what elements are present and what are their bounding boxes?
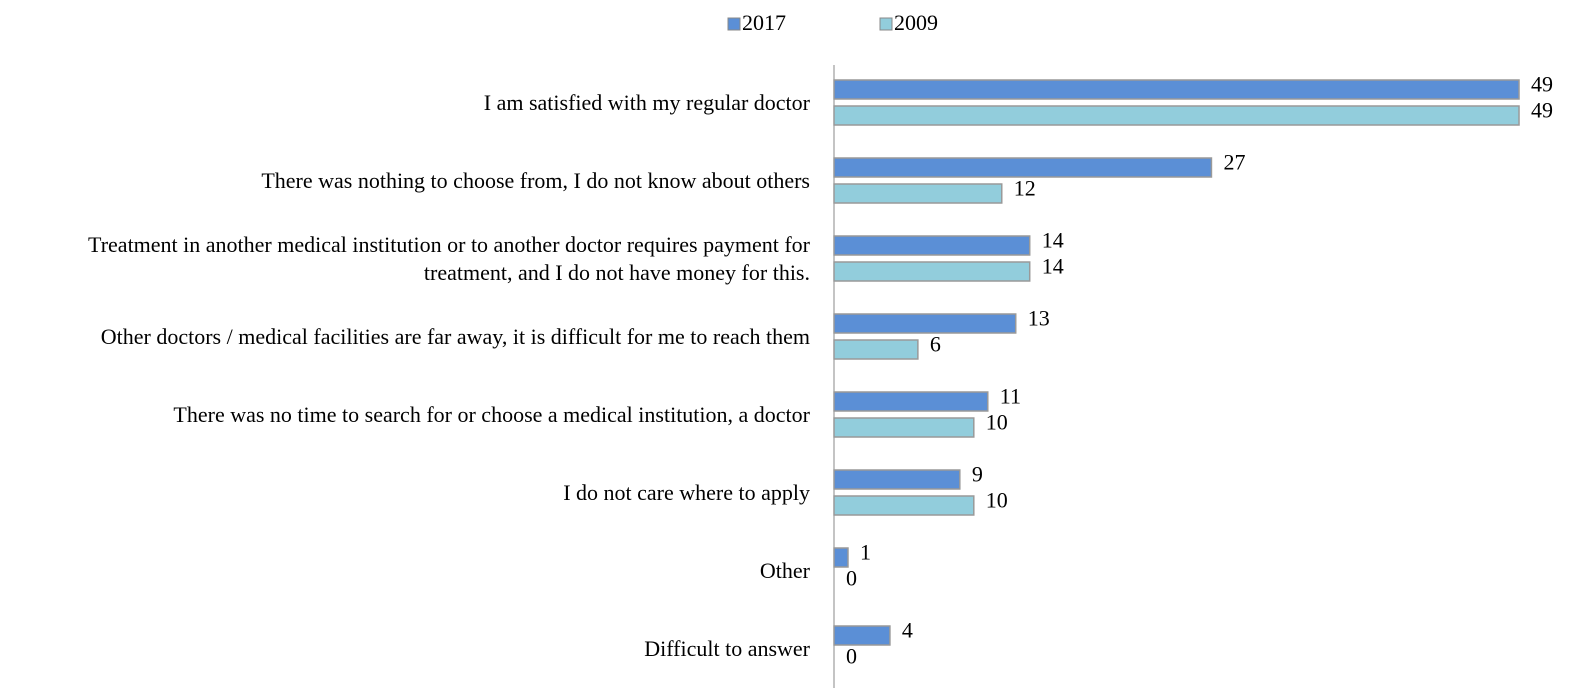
bar	[833, 625, 891, 646]
bar	[833, 391, 989, 412]
value-label: 13	[1028, 306, 1050, 331]
bar	[833, 469, 961, 490]
bar	[833, 313, 1017, 334]
value-label: 1	[860, 540, 871, 565]
category-label: There was no time to search for or choos…	[173, 402, 810, 427]
bar	[833, 417, 975, 438]
value-label: 10	[986, 488, 1008, 513]
value-label: 10	[986, 410, 1008, 435]
category-label: I do not care where to apply	[563, 480, 810, 505]
category-label: I am satisfied with my regular doctor	[483, 90, 810, 115]
bar	[833, 495, 975, 516]
category-label: Difficult to answer	[644, 636, 810, 661]
legend-swatch	[727, 17, 741, 31]
category-label: Other	[759, 558, 810, 583]
legend-swatch	[879, 17, 893, 31]
category-label: Treatment in another medical institution…	[88, 232, 810, 285]
legend-label: 2017	[742, 10, 786, 35]
bar	[833, 547, 849, 568]
category-label: Other doctors / medical facilities are f…	[100, 324, 810, 349]
bar	[833, 105, 1520, 126]
bar	[833, 157, 1213, 178]
value-label: 11	[1000, 384, 1021, 409]
value-label: 14	[1042, 228, 1064, 253]
value-label: 12	[1014, 176, 1036, 201]
bar	[833, 261, 1031, 282]
value-label: 0	[846, 644, 857, 669]
legend-label: 2009	[894, 10, 938, 35]
value-label: 49	[1531, 98, 1553, 123]
value-label: 49	[1531, 72, 1553, 97]
value-label: 14	[1042, 254, 1064, 279]
value-label: 0	[846, 566, 857, 591]
category-label: There was nothing to choose from, I do n…	[261, 168, 810, 193]
bar	[833, 235, 1031, 256]
value-label: 9	[972, 462, 983, 487]
bar	[833, 79, 1520, 100]
bar	[833, 183, 1003, 204]
value-label: 27	[1223, 150, 1245, 175]
bar	[833, 339, 919, 360]
value-label: 4	[902, 618, 913, 643]
value-label: 6	[930, 332, 941, 357]
